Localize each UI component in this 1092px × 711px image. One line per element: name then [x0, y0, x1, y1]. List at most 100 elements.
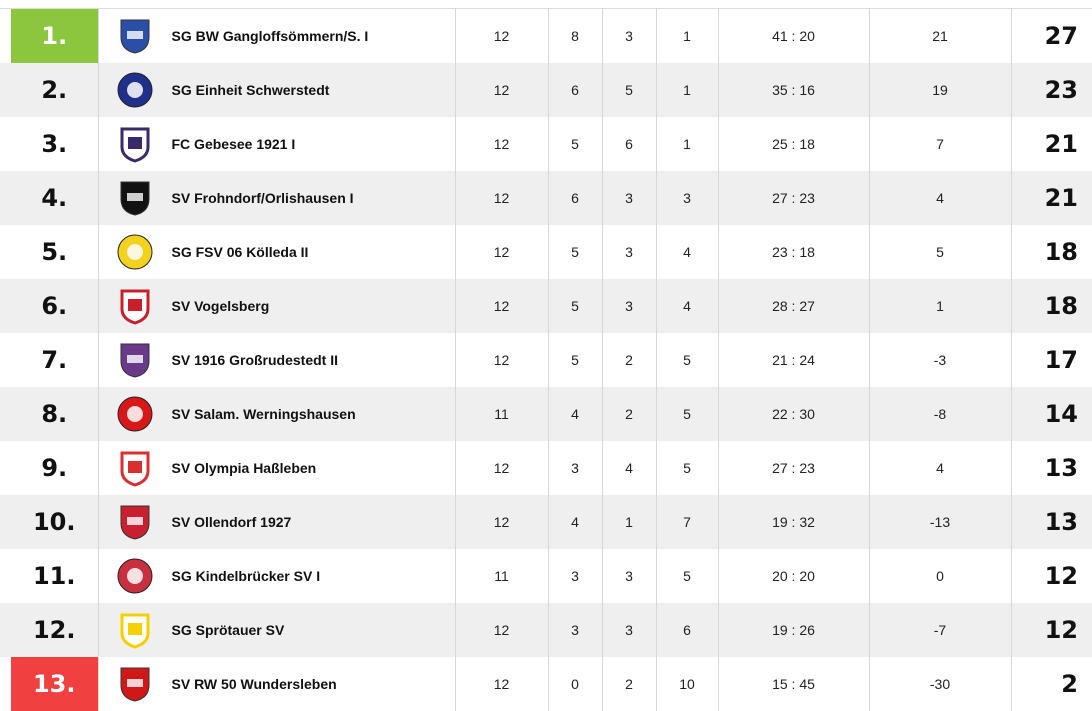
team-name: SV Olympia Haßleben	[171, 460, 317, 476]
table-row[interactable]: 2. SG Einheit Schwerstedt 12 6 5 1 35 : …	[0, 63, 1092, 117]
team-cell[interactable]: SV Ollendorf 1927	[97, 495, 455, 549]
team-cell[interactable]: SV Vogelsberg	[97, 279, 455, 333]
rank: 1.	[11, 9, 98, 63]
table-row[interactable]: 10. SV Ollendorf 1927 12 4 1 7 19 : 32 -…	[0, 495, 1092, 549]
points: 27	[1010, 8, 1092, 63]
table-row[interactable]: 6. SV Vogelsberg 12 5 3 4 28 : 27 1 18	[0, 279, 1092, 333]
goal-difference: 0	[868, 549, 1011, 603]
losses: 10	[655, 657, 718, 711]
team-cell[interactable]: SV 1916 Großrudestedt II	[97, 333, 455, 387]
team-logo-icon	[117, 396, 152, 432]
rank-cell: 13.	[0, 657, 98, 711]
games-played: 12	[454, 171, 548, 225]
team-cell[interactable]: SG Kindelbrücker SV I	[97, 549, 455, 603]
wins: 4	[547, 387, 602, 441]
team-name: SG Sprötauer SV	[171, 622, 285, 638]
draws: 2	[601, 333, 656, 387]
rank: 6.	[41, 292, 68, 320]
goal-difference: 7	[868, 117, 1011, 171]
draws: 5	[601, 63, 656, 117]
team-cell[interactable]: SV Salam. Werningshausen	[97, 387, 455, 441]
goal-difference: -13	[868, 495, 1011, 549]
team-logo-icon	[120, 451, 149, 487]
table-row[interactable]: 5. SG FSV 06 Kölleda II 12 5 3 4 23 : 18…	[0, 225, 1092, 279]
wins: 3	[547, 441, 602, 495]
rank: 9.	[41, 454, 68, 482]
goal-difference: -7	[868, 603, 1011, 657]
team-name: SV Vogelsberg	[171, 298, 270, 314]
losses: 1	[655, 8, 718, 63]
team-name: SV Frohndorf/Orlishausen I	[171, 190, 354, 206]
team-name: SG Kindelbrücker SV I	[171, 568, 321, 584]
games-played: 12	[454, 117, 548, 171]
team-cell[interactable]: SG FSV 06 Kölleda II	[97, 225, 455, 279]
team-name: SG Einheit Schwerstedt	[171, 82, 330, 98]
draws: 3	[601, 279, 656, 333]
wins: 8	[547, 8, 602, 63]
rank-cell: 6.	[0, 279, 98, 333]
rank: 7.	[41, 346, 68, 374]
team-cell[interactable]: SV Olympia Haßleben	[97, 441, 455, 495]
team-cell[interactable]: SV Frohndorf/Orlishausen I	[97, 171, 455, 225]
rank-cell: 1.	[0, 9, 98, 63]
team-logo-icon	[120, 181, 149, 216]
table-row[interactable]: 13. SV RW 50 Wundersleben 12 0 2 10 15 :…	[0, 657, 1092, 711]
games-played: 12	[454, 603, 548, 657]
wins: 6	[547, 171, 602, 225]
points: 21	[1010, 171, 1092, 225]
points: 13	[1010, 441, 1092, 495]
goal-difference: 4	[868, 441, 1011, 495]
losses: 7	[655, 495, 718, 549]
team-cell[interactable]: SV RW 50 Wundersleben	[97, 657, 455, 711]
goal-difference: 21	[868, 8, 1011, 63]
goals: 41 : 20	[717, 8, 869, 63]
goals: 15 : 45	[717, 657, 869, 711]
team-cell[interactable]: SG BW Gangloffsömmern/S. I	[97, 8, 455, 63]
draws: 3	[601, 8, 656, 63]
rank-cell: 9.	[0, 441, 98, 495]
draws: 2	[601, 387, 656, 441]
wins: 4	[547, 495, 602, 549]
draws: 3	[601, 549, 656, 603]
rank: 11.	[32, 562, 76, 590]
table-row[interactable]: 8. SV Salam. Werningshausen 11 4 2 5 22 …	[0, 387, 1092, 441]
goals: 19 : 32	[717, 495, 869, 549]
team-logo-icon	[117, 558, 152, 594]
points: 23	[1010, 63, 1092, 117]
points: 18	[1010, 279, 1092, 333]
rank: 8.	[41, 400, 68, 428]
team-name: SV 1916 Großrudestedt II	[171, 352, 339, 368]
goals: 20 : 20	[717, 549, 869, 603]
goals: 35 : 16	[717, 63, 869, 117]
games-played: 12	[454, 495, 548, 549]
draws: 3	[601, 603, 656, 657]
draws: 6	[601, 117, 656, 171]
games-played: 11	[454, 387, 548, 441]
goals: 23 : 18	[717, 225, 869, 279]
goal-difference: -8	[868, 387, 1011, 441]
games-played: 12	[454, 8, 548, 63]
wins: 5	[547, 333, 602, 387]
team-logo-icon	[120, 19, 149, 54]
wins: 3	[547, 603, 602, 657]
table-row[interactable]: 1. SG BW Gangloffsömmern/S. I 12 8 3 1 4…	[0, 8, 1092, 63]
table-row[interactable]: 7. SV 1916 Großrudestedt II 12 5 2 5 21 …	[0, 333, 1092, 387]
table-row[interactable]: 11. SG Kindelbrücker SV I 11 3 3 5 20 : …	[0, 549, 1092, 603]
team-cell[interactable]: SG Sprötauer SV	[97, 603, 455, 657]
team-logo-icon	[120, 667, 149, 702]
losses: 1	[655, 63, 718, 117]
table-row[interactable]: 9. SV Olympia Haßleben 12 3 4 5 27 : 23 …	[0, 441, 1092, 495]
table-row[interactable]: 12. SG Sprötauer SV 12 3 3 6 19 : 26 -7 …	[0, 603, 1092, 657]
team-logo-icon	[117, 234, 152, 270]
table-row[interactable]: 4. SV Frohndorf/Orlishausen I 12 6 3 3 2…	[0, 171, 1092, 225]
team-logo-icon	[120, 289, 149, 325]
rank-cell: 2.	[0, 63, 98, 117]
points: 18	[1010, 225, 1092, 279]
goals: 19 : 26	[717, 603, 869, 657]
rank-cell: 8.	[0, 387, 98, 441]
goals: 28 : 27	[717, 279, 869, 333]
team-cell[interactable]: SG Einheit Schwerstedt	[97, 63, 455, 117]
team-cell[interactable]: FC Gebesee 1921 I	[97, 117, 455, 171]
rank-cell: 3.	[0, 117, 98, 171]
table-row[interactable]: 3. FC Gebesee 1921 I 12 5 6 1 25 : 18 7 …	[0, 117, 1092, 171]
